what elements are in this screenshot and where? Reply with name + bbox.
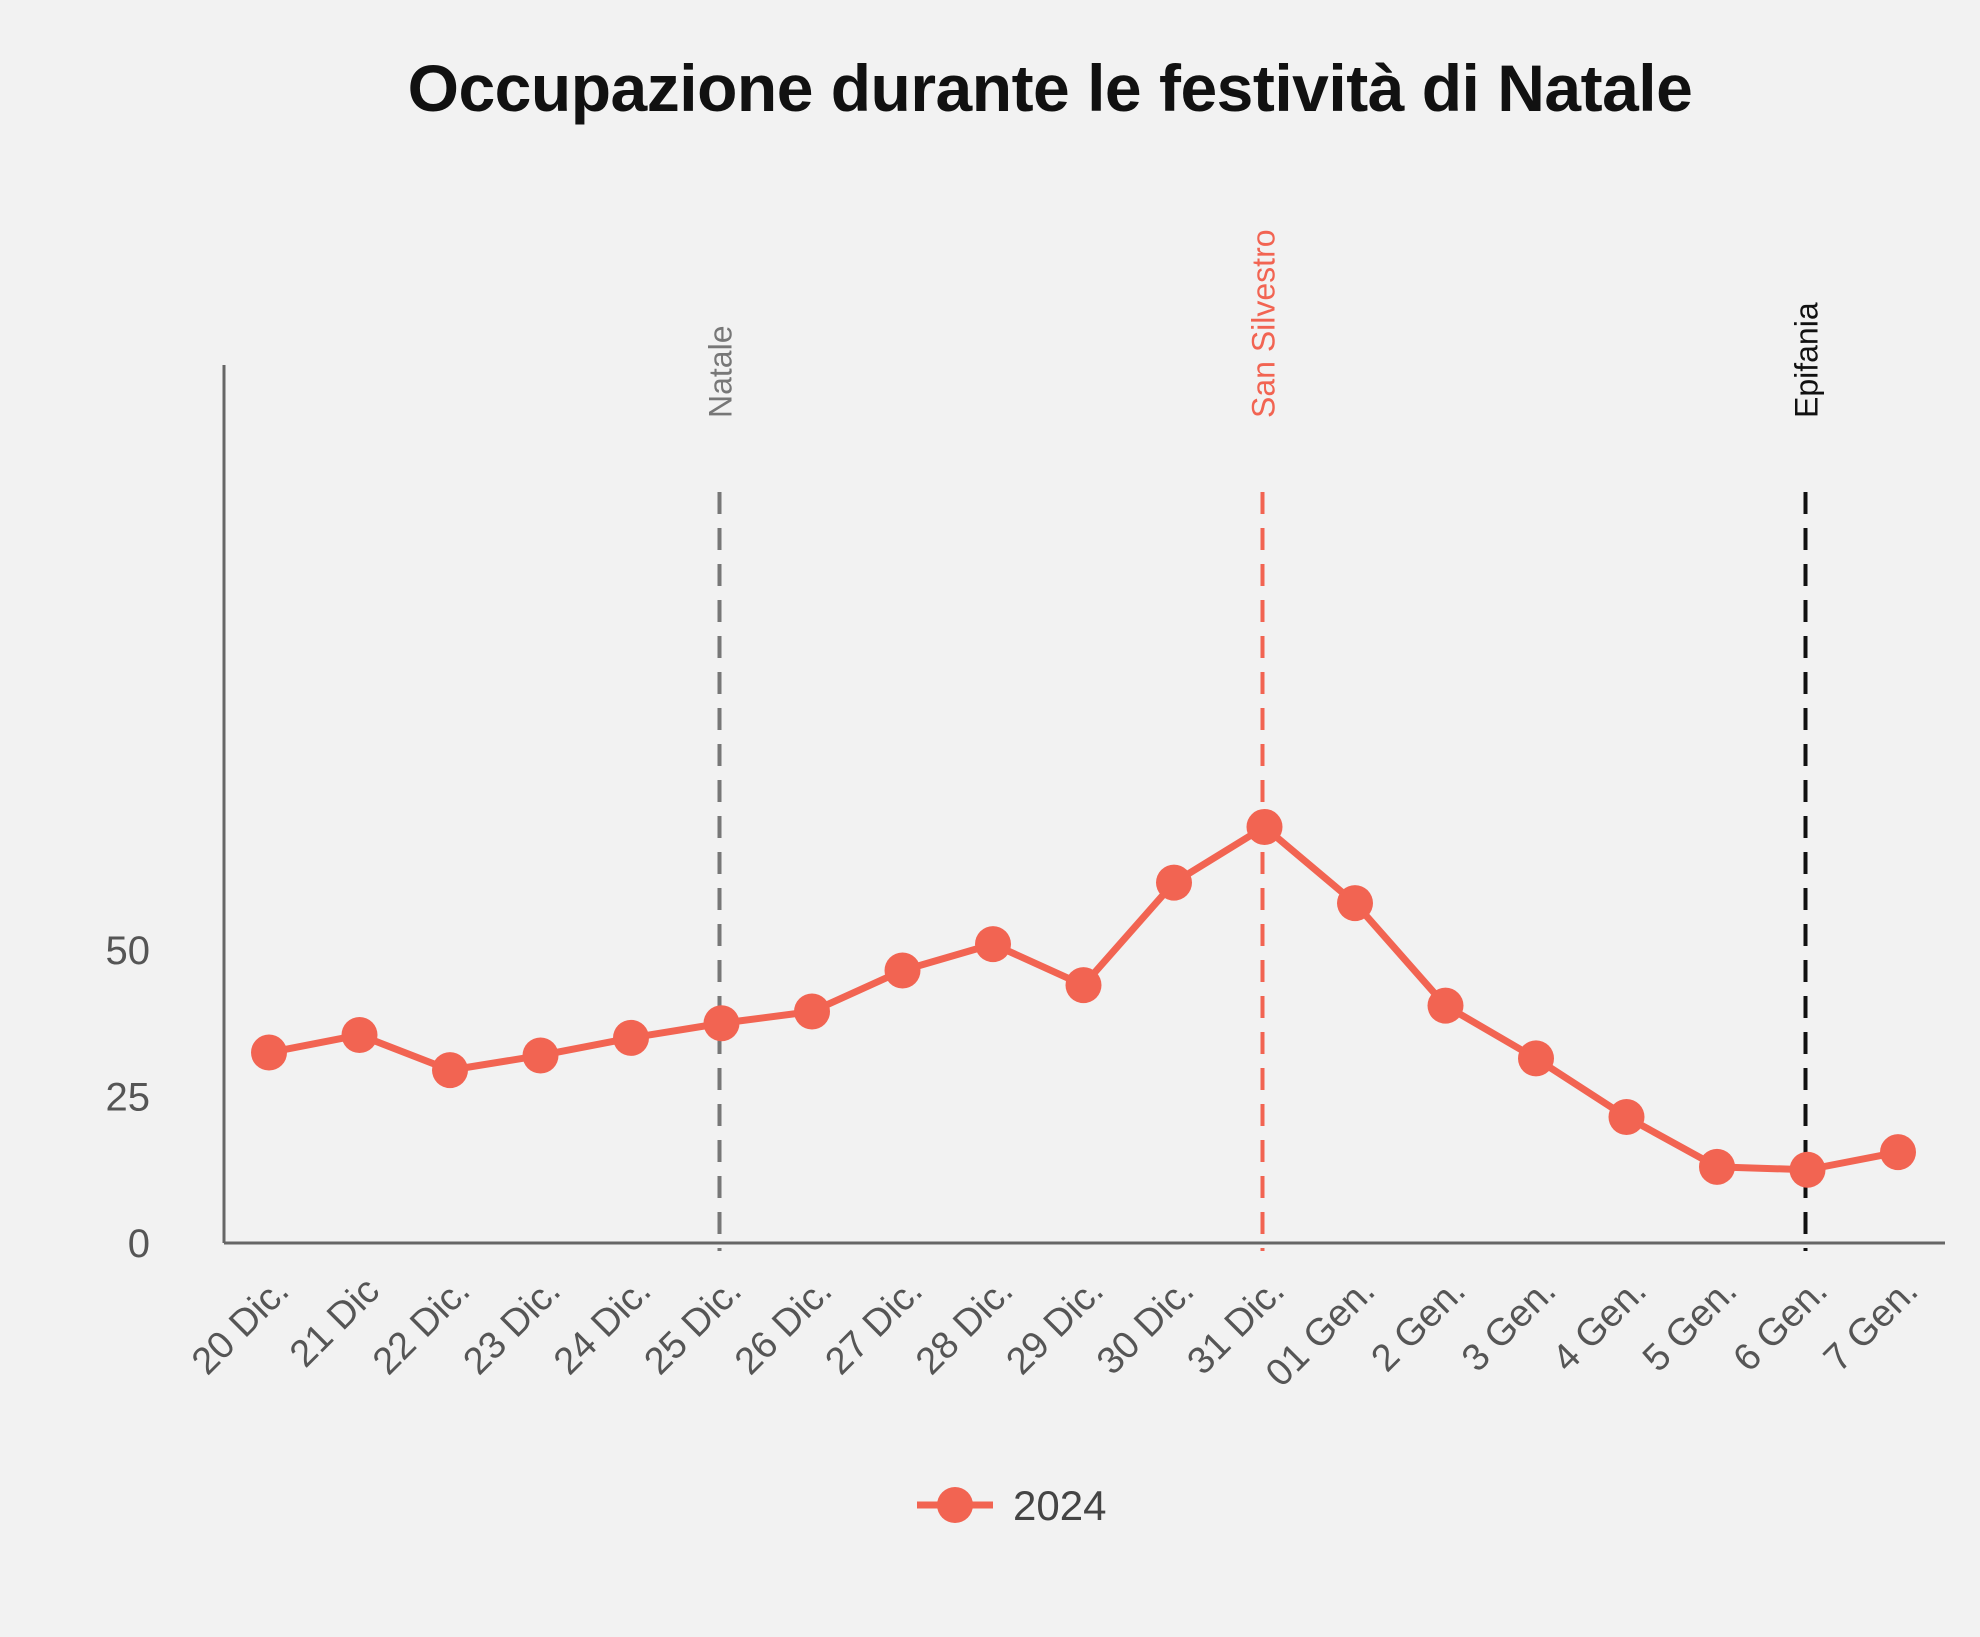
data-point: [1518, 1040, 1554, 1077]
x-tick-label: 4 Gen.: [1545, 1270, 1655, 1380]
data-point: [251, 1034, 287, 1071]
data-point: [1789, 1151, 1826, 1188]
data-point: [703, 1005, 740, 1042]
y-tick-label: 0: [128, 1222, 150, 1266]
legend-label: 2024: [1013, 1482, 1106, 1529]
x-tick-label: 25 Dic.: [637, 1270, 750, 1383]
x-tick-label: 24 Dic.: [546, 1270, 659, 1383]
y-tick-label: 50: [106, 929, 151, 973]
annotation-label: San Silvestro: [1246, 229, 1282, 418]
annotation-label: Natale: [703, 326, 739, 419]
data-point: [1156, 864, 1192, 901]
x-tick-label: 2 Gen.: [1364, 1270, 1474, 1380]
x-tick-label: 30 Dic.: [1089, 1270, 1202, 1383]
data-point: [613, 1019, 649, 1056]
y-tick-label: 25: [106, 1076, 151, 1120]
data-point: [1246, 808, 1283, 845]
annotation-label: Epifania: [1789, 302, 1825, 418]
x-tick-label: 22 Dic.: [365, 1270, 478, 1383]
x-tick-label: 20 Dic.: [184, 1270, 297, 1383]
x-tick-label: 6 Gen.: [1726, 1270, 1836, 1380]
data-point: [1608, 1099, 1645, 1136]
x-tick-label: 7 Gen.: [1816, 1270, 1926, 1380]
data-point: [432, 1052, 468, 1089]
legend-marker: [937, 1487, 973, 1523]
x-tick-label: 23 Dic.: [456, 1270, 569, 1383]
x-tick-label: 27 Dic.: [818, 1270, 931, 1383]
x-tick-label: 26 Dic.: [727, 1270, 840, 1383]
data-point: [1427, 987, 1464, 1024]
data-point: [1880, 1134, 1916, 1171]
data-point: [975, 926, 1011, 963]
x-tick-label: 29 Dic.: [999, 1270, 1112, 1383]
data-point: [794, 993, 830, 1030]
data-point: [1065, 967, 1102, 1004]
data-point: [1337, 885, 1373, 922]
data-point: [522, 1037, 559, 1074]
x-tick-label: 5 Gen.: [1635, 1270, 1745, 1380]
data-point: [341, 1016, 378, 1053]
x-tick-label: 28 Dic.: [908, 1270, 1021, 1383]
data-point: [884, 952, 921, 989]
data-point: [1699, 1148, 1735, 1185]
chart-title: Occupazione durante le festività di Nata…: [407, 51, 1693, 125]
x-tick-label: 3 Gen.: [1454, 1270, 1564, 1380]
